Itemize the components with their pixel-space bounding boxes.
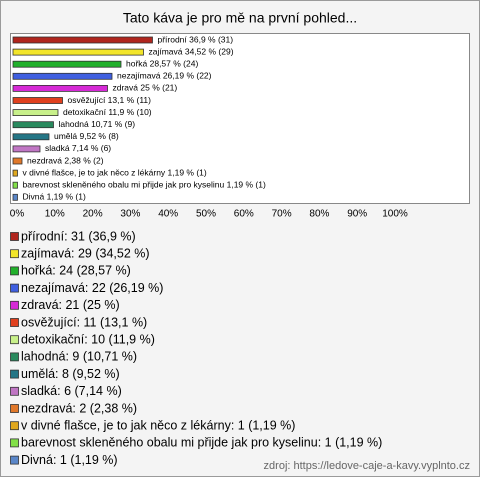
legend-swatch: [10, 369, 19, 379]
bar: [12, 157, 23, 165]
legend-swatch: [10, 300, 19, 310]
x-tick-label: 20%: [83, 209, 103, 220]
value-label: umělá 9,52 % (8): [54, 131, 119, 141]
legend-swatch: [10, 232, 19, 241]
x-tick-label: 10%: [45, 209, 65, 220]
value-label: sladká 7,14 % (6): [45, 143, 111, 153]
x-tick-label: 50%: [196, 209, 216, 220]
legend-label: umělá: 8 (9,52 %): [21, 367, 120, 381]
legend-swatch: [10, 335, 19, 345]
legend-swatch: [10, 455, 19, 465]
bar: [12, 48, 144, 56]
bar: [12, 169, 18, 177]
legend-swatch: [10, 386, 19, 396]
bar: [12, 36, 153, 44]
legend-label: přírodní: 31 (36,9 %): [21, 229, 136, 243]
x-tick-label: 60%: [234, 209, 254, 220]
bar: [12, 109, 59, 116]
bar: [12, 85, 108, 92]
legend-swatch: [10, 404, 19, 413]
value-label: hořká 28,57 % (24): [126, 58, 198, 68]
bar: [12, 193, 18, 201]
bar: [12, 72, 113, 80]
value-label: Divná 1,19 % (1): [22, 192, 85, 202]
x-tick-label: 70%: [272, 209, 292, 220]
value-label: nezajímavá 26,19 % (22): [117, 71, 212, 81]
legend-label: zdravá: 21 (25 %): [21, 298, 120, 312]
legend-label: lahodná: 9 (10,71 %): [21, 350, 137, 364]
legend-label: v divné flašce, je to jak něco z lékárny…: [21, 418, 295, 432]
legend-swatch: [10, 266, 19, 276]
legend-label: Divná: 1 (1,19 %): [21, 453, 118, 467]
value-label: zdravá 25 % (21): [113, 83, 178, 93]
bar: [12, 60, 122, 68]
legend-swatch: [10, 438, 19, 448]
bar: [12, 121, 54, 129]
x-tick-label: 40%: [158, 209, 178, 220]
legend-label: osvěžující: 11 (13,1 %): [21, 315, 147, 329]
legend-label: nezajímavá: 22 (26,19 %): [21, 281, 163, 295]
bar: [12, 145, 41, 153]
legend-swatch: [10, 283, 19, 293]
x-tick-label: 100%: [382, 209, 408, 220]
x-tick-label: 30%: [120, 209, 140, 220]
legend-label: nezdravá: 2 (2,38 %): [21, 401, 137, 415]
legend-label: barevnost skleněného obalu mi přijde jak…: [21, 436, 382, 450]
legend-swatch: [10, 318, 19, 327]
legend-label: zajímavá: 29 (34,52 %): [21, 246, 150, 260]
legend-label: hořká: 24 (28,57 %): [21, 264, 131, 278]
bar: [12, 97, 63, 104]
legend-label: sladká: 6 (7,14 %): [21, 384, 122, 398]
x-tick-label: 90%: [347, 209, 367, 220]
source: zdroj: https://ledove-caje-a-kavy.vyplnt…: [264, 460, 470, 472]
value-label: přírodní 36,9 % (31): [157, 34, 233, 44]
legend-label: detoxikační: 10 (11,9 %): [21, 332, 155, 346]
bar: [12, 181, 18, 189]
chart-title: Tato káva je pro mě na první pohled...: [123, 10, 357, 26]
legend-swatch: [10, 249, 19, 259]
value-label: zajímavá 34,52 % (29): [148, 46, 233, 56]
value-label: barevnost skleněného obalu mi přijde jak…: [22, 179, 265, 189]
value-label: osvěžující 13,1 % (11): [68, 95, 152, 105]
x-tick-label: 80%: [309, 209, 329, 220]
legend-swatch: [10, 421, 19, 431]
value-label: v divné flašce, je to jak něco z lékárny…: [22, 167, 206, 177]
value-label: detoxikační 11,9 % (10): [63, 107, 152, 117]
x-tick-label: 0%: [10, 209, 25, 220]
value-label: nezdravá 2,38 % (2): [27, 155, 104, 165]
bar: [12, 133, 50, 141]
value-label: lahodná 10,71 % (9): [58, 119, 135, 129]
legend-swatch: [10, 352, 19, 362]
